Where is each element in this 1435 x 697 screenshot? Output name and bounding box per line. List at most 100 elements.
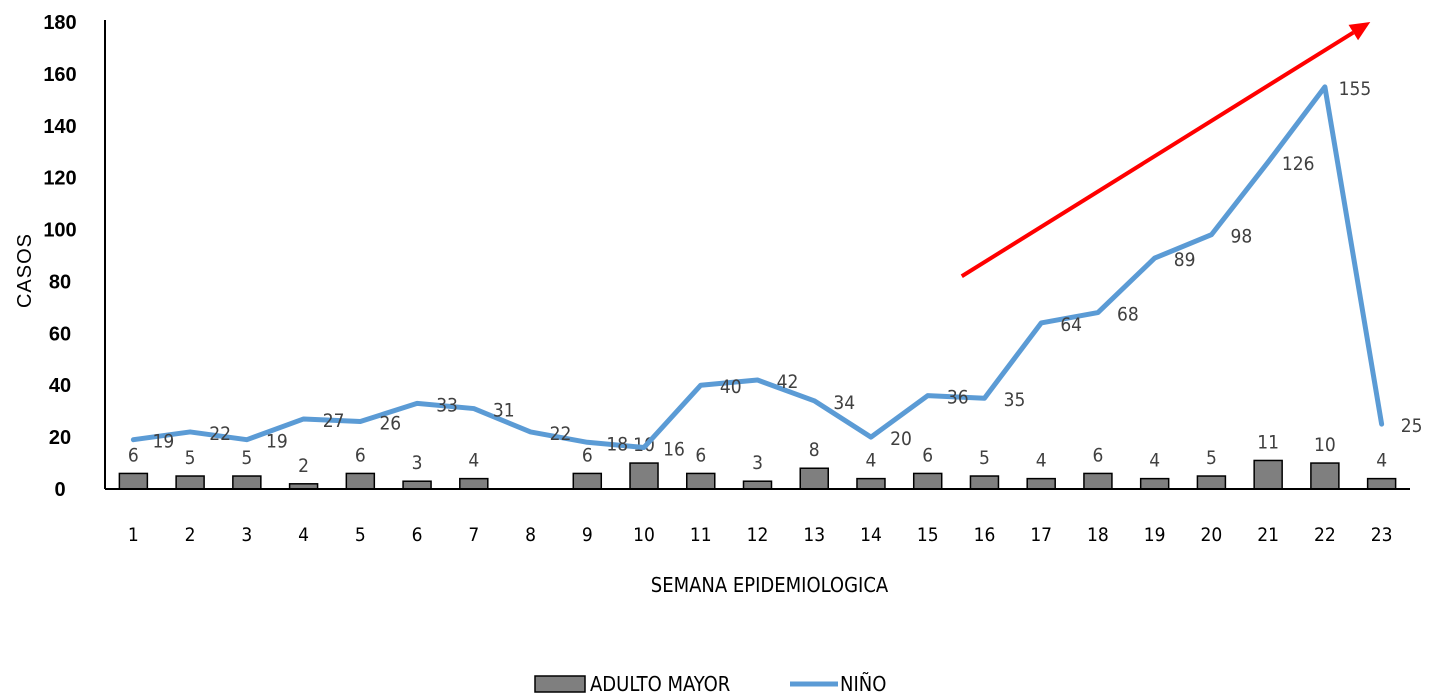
nino-data-labels: 19 22 19 27 26 33 31 22 18 16 40 42 34 20 36 35 64 68 89 98…: [152, 78, 1422, 461]
bar: [912, 472, 943, 490]
x-tick-label: 8: [525, 524, 536, 546]
bar-data-label: 8: [809, 439, 820, 461]
bar: [742, 480, 773, 490]
legend-swatch-adulto-mayor: [534, 675, 586, 693]
y-axis-ticks: 0 20 40 60 80 100 120 140 160 180: [43, 12, 76, 501]
bar: [629, 462, 659, 490]
line-data-label: 31: [493, 400, 515, 422]
bar: [1083, 472, 1113, 490]
x-tick-label: 18: [1087, 524, 1109, 546]
y-tick-label: 20: [49, 427, 71, 449]
line-data-label: 25: [1401, 415, 1423, 437]
bar-data-label: 4: [1376, 450, 1387, 472]
y-tick-label: 40: [49, 375, 71, 397]
x-tick-label: 10: [633, 524, 655, 546]
line-data-label: 98: [1231, 226, 1253, 248]
y-tick-label: 180: [43, 12, 76, 34]
bar-data-label: 6: [582, 444, 593, 466]
x-tick-label: 11: [690, 524, 712, 546]
line-data-label: 20: [890, 428, 912, 450]
line-data-label: 26: [379, 413, 401, 435]
y-tick-label: 80: [49, 271, 71, 293]
trend-arrow-shaft: [960, 30, 1355, 278]
bar: [969, 475, 1000, 490]
bar: [118, 472, 149, 490]
bar-data-label: 4: [866, 450, 877, 472]
line-data-label: 33: [436, 394, 458, 416]
line-data-label: 40: [720, 376, 742, 398]
bar-data-label: 6: [922, 444, 933, 466]
x-tick-label: 13: [803, 524, 825, 546]
bar-data-label: 2: [298, 455, 309, 477]
nino-series-line: [130, 84, 1385, 450]
line-data-label: 22: [209, 423, 231, 445]
bar-data-label: 5: [241, 447, 252, 469]
line-data-label: 36: [947, 387, 969, 409]
x-tick-label: 17: [1030, 524, 1052, 546]
bar: [175, 475, 205, 490]
y-tick-label: 60: [49, 323, 71, 345]
x-tick-label: 20: [1201, 524, 1223, 546]
bar-data-label: 5: [185, 447, 196, 469]
x-tick-label: 2: [185, 524, 196, 546]
bar: [1310, 462, 1340, 490]
bar: [345, 472, 376, 490]
y-tick-label: 100: [43, 220, 76, 242]
bar-data-label: 4: [1149, 450, 1160, 472]
bar: [402, 480, 432, 490]
bar: [856, 477, 886, 490]
y-tick-label: 0: [54, 479, 65, 501]
line-data-label: 89: [1174, 249, 1196, 271]
adulto-mayor-data-labels: 6 5 5 2 6 3 4 6 10 6 38 4 6 5 4 6 4 511 104: [128, 431, 1387, 476]
line-data-label: 19: [152, 431, 174, 453]
y-tick-label: 140: [43, 116, 76, 138]
bar: [1253, 459, 1283, 490]
x-axis-title: SEMANA EPIDEMIOLOGICA: [651, 573, 889, 597]
x-tick-label: 22: [1314, 524, 1336, 546]
bar-data-label: 10: [1314, 434, 1336, 456]
bar-data-label: 6: [695, 444, 706, 466]
bar-data-label: 6: [128, 444, 139, 466]
line-data-label: 19: [266, 431, 288, 453]
bar: [1026, 477, 1056, 490]
bar: [1196, 475, 1227, 490]
x-tick-label: 9: [582, 524, 593, 546]
bar-data-label: 4: [1036, 450, 1047, 472]
bar: [232, 475, 262, 490]
x-tick-label: 19: [1144, 524, 1166, 546]
bar: [799, 467, 829, 490]
x-tick-label: 15: [917, 524, 939, 546]
line-data-label: 35: [1004, 389, 1026, 411]
x-tick-label: 14: [860, 524, 882, 546]
x-tick-label: 23: [1371, 524, 1393, 546]
trend-arrow: [960, 22, 1371, 278]
bar: [572, 472, 603, 490]
bar-data-label: 5: [1206, 447, 1217, 469]
y-tick-label: 120: [43, 168, 76, 190]
x-tick-label: 1: [128, 524, 139, 546]
trend-arrow-head: [1348, 22, 1371, 41]
legend-label-adulto-mayor: ADULTO MAYOR: [590, 672, 730, 696]
y-axis-title: CASOS: [14, 233, 36, 308]
bar: [459, 477, 489, 490]
bar-data-label: 6: [1092, 444, 1103, 466]
line-data-label: 16: [663, 438, 685, 460]
line-data-label: 126: [1282, 153, 1315, 175]
bar-data-label: 5: [979, 447, 990, 469]
bar-data-label: 11: [1257, 431, 1279, 453]
line-data-label: 42: [777, 371, 799, 393]
legend-label-nino: NIÑO: [840, 672, 886, 696]
x-tick-label: 21: [1257, 524, 1279, 546]
bar: [1366, 477, 1397, 490]
bar: [1139, 477, 1170, 490]
bar-data-label: 3: [752, 452, 763, 474]
x-tick-label: 6: [412, 524, 423, 546]
line-data-label: 22: [550, 423, 572, 445]
adulto-mayor-bars: [118, 459, 1397, 490]
x-tick-label: 4: [298, 524, 309, 546]
x-tick-label: 3: [241, 524, 252, 546]
line-data-label: 64: [1060, 314, 1082, 336]
x-tick-label: 12: [747, 524, 769, 546]
y-tick-label: 160: [43, 64, 76, 86]
